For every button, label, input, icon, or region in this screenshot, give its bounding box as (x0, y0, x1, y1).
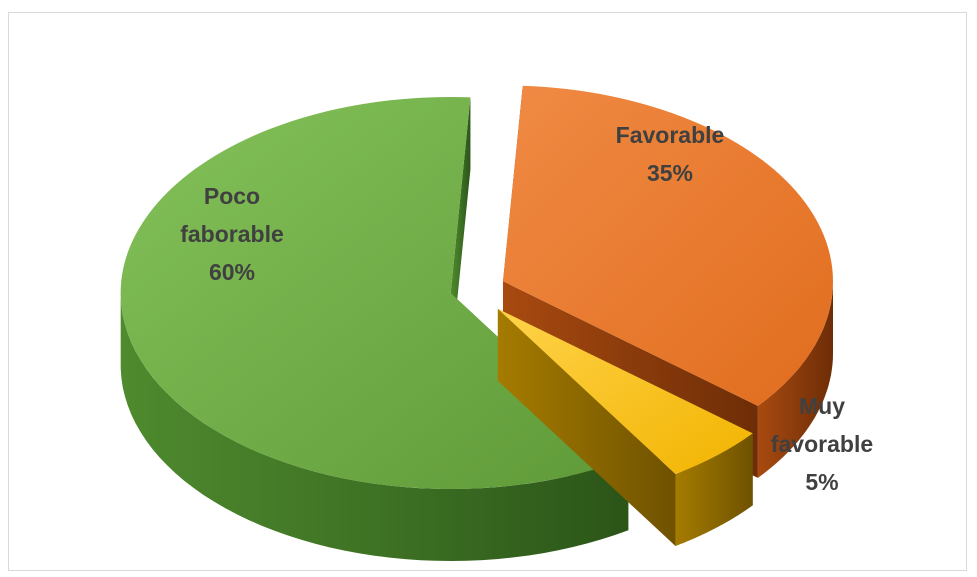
slice-top-poco-faborable (120, 97, 629, 490)
slice-muy-favorable (497, 308, 753, 547)
data-label-line: Poco (204, 183, 260, 209)
slice-side-muy-favorable (675, 433, 753, 546)
data-label-favorable: Favorable 35% (616, 122, 725, 186)
slice-side-favorable (757, 281, 833, 478)
data-label-line: 35% (647, 160, 693, 186)
data-label-line: favorable (771, 431, 873, 457)
slice-top-muy-favorable (497, 308, 753, 475)
data-label-line: faborable (180, 221, 284, 247)
data-label-line: Favorable (616, 122, 725, 148)
data-label-line: 60% (209, 259, 255, 285)
data-label-poco-faborable: Poco faborable 60% (180, 183, 284, 285)
slice-wall-muy-favorable (497, 308, 676, 547)
data-label-line: Muy (799, 393, 845, 419)
slice-side-poco-faborable (120, 296, 629, 561)
slice-top-favorable (502, 85, 833, 406)
data-label-line: 5% (805, 469, 838, 495)
data-label-muy-favorable: Muy favorable 5% (771, 393, 873, 495)
